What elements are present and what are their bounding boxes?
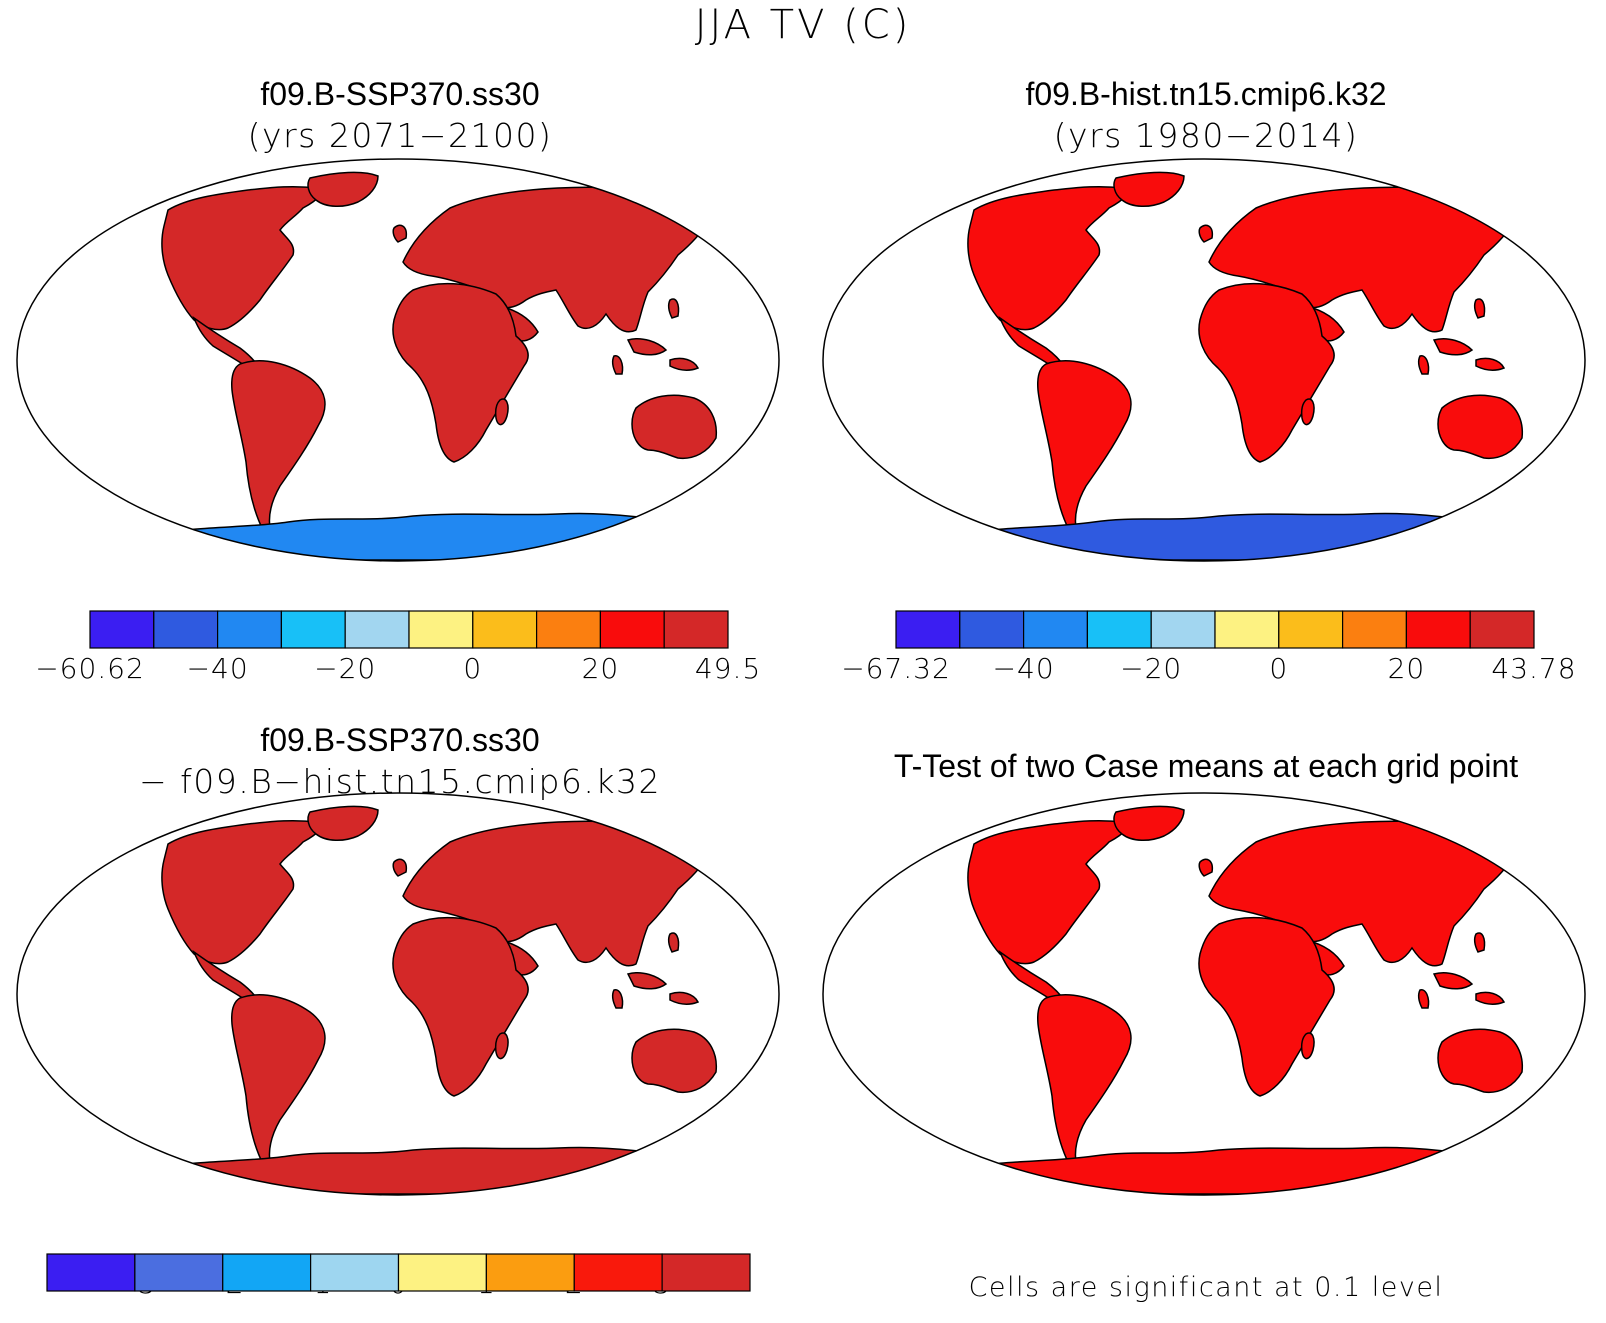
panel-title-difference: f09.B-SSP370.ss30 xyxy=(260,722,540,758)
panel-title-case2: f09.B-hist.tn15.cmip6.k32 xyxy=(1025,76,1387,112)
panel-subtitle-case1: (yrs 2071−2100) xyxy=(247,116,553,155)
colorbar-swatch xyxy=(895,610,961,649)
colorbar-swatch xyxy=(1405,610,1471,649)
colorbar-tick-label: 49.5 xyxy=(694,652,762,685)
colorbar-swatch xyxy=(397,1253,487,1292)
panel-title-ttest: T-Test of two Case means at each grid po… xyxy=(893,748,1519,784)
colorbar-tick-label: −40 xyxy=(186,652,249,685)
colorbar-tick-label: 20 xyxy=(1387,652,1426,685)
colorbar-tick-label: −67.32 xyxy=(841,652,951,685)
map-difference xyxy=(16,792,780,1196)
map-case1 xyxy=(16,158,780,562)
colorbar-swatch xyxy=(599,610,665,649)
colorbar-swatch xyxy=(1469,610,1535,649)
map-border xyxy=(822,792,1586,1196)
colorbar-swatch xyxy=(344,610,410,649)
colorbar-tick-label: −60.62 xyxy=(35,652,145,685)
colorbar-swatch xyxy=(1341,610,1407,649)
map-ttest xyxy=(822,792,1586,1196)
colorbar-swatch xyxy=(535,610,601,649)
colorbar-swatch xyxy=(217,610,283,649)
colorbar-tick-label: −40 xyxy=(992,652,1055,685)
colorbar-swatch xyxy=(485,1253,575,1292)
map-case2 xyxy=(822,158,1586,562)
colorbar-swatch xyxy=(663,610,729,649)
significance-note: Cells are significant at 0.1 level xyxy=(968,1272,1444,1303)
panel-subtitle-case2: (yrs 1980−2014) xyxy=(1053,116,1359,155)
colorbar-swatch xyxy=(89,610,155,649)
colorbar-case1 xyxy=(89,610,729,649)
colorbar-difference xyxy=(46,1253,751,1292)
map-border xyxy=(16,792,780,1196)
colorbar-tick-label: 0 xyxy=(1269,652,1289,685)
colorbar-tick-label: −20 xyxy=(1120,652,1183,685)
colorbar-swatch xyxy=(1278,610,1344,649)
colorbar-swatch xyxy=(310,1253,400,1292)
colorbar-swatch xyxy=(46,1253,136,1292)
colorbar-swatch xyxy=(280,610,346,649)
colorbar-tick-label: −20 xyxy=(314,652,377,685)
colorbar-tick-label: 20 xyxy=(581,652,620,685)
colorbar-case2 xyxy=(895,610,1535,649)
colorbar-swatch xyxy=(134,1253,224,1292)
map-border xyxy=(822,158,1586,562)
colorbar-swatch xyxy=(1086,610,1152,649)
figure-title: JJA TV (C) xyxy=(694,2,912,48)
colorbar-swatch xyxy=(1022,610,1088,649)
colorbar-swatch xyxy=(1150,610,1216,649)
colorbar-swatch xyxy=(1214,610,1280,649)
colorbar-swatch xyxy=(959,610,1025,649)
colorbar-swatch xyxy=(153,610,219,649)
colorbar-swatch xyxy=(408,610,474,649)
colorbar-tick-label: 0 xyxy=(463,652,483,685)
panel-title-case1: f09.B-SSP370.ss30 xyxy=(260,76,540,112)
map-border xyxy=(16,158,780,562)
colorbar-swatch xyxy=(573,1253,663,1292)
colorbar-swatch xyxy=(472,610,538,649)
colorbar-tick-label: 43.78 xyxy=(1491,652,1577,685)
colorbar-swatch xyxy=(222,1253,312,1292)
colorbar-swatch xyxy=(661,1253,751,1292)
